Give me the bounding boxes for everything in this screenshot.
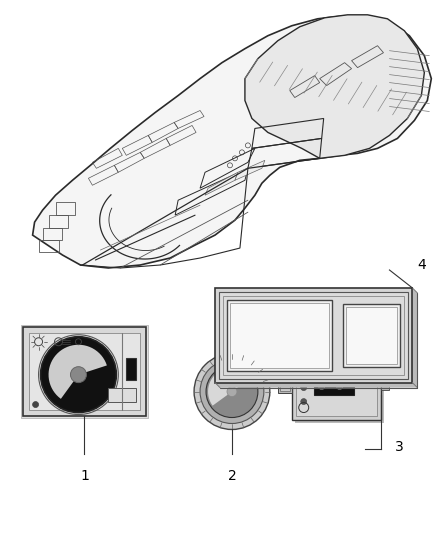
- Polygon shape: [49, 345, 107, 399]
- Polygon shape: [21, 325, 148, 417]
- Polygon shape: [295, 348, 385, 423]
- Circle shape: [337, 374, 343, 379]
- Text: 4: 4: [417, 258, 426, 272]
- Circle shape: [319, 384, 325, 390]
- Text: 2: 2: [228, 470, 237, 483]
- Polygon shape: [292, 345, 381, 419]
- Circle shape: [301, 357, 307, 362]
- Polygon shape: [235, 160, 265, 180]
- Polygon shape: [346, 307, 397, 364]
- Circle shape: [41, 337, 117, 413]
- Polygon shape: [215, 288, 417, 387]
- Bar: [126, 358, 136, 379]
- Polygon shape: [32, 16, 431, 268]
- Circle shape: [194, 354, 270, 430]
- Circle shape: [301, 385, 307, 391]
- Polygon shape: [208, 368, 251, 406]
- Circle shape: [301, 399, 307, 405]
- Text: 3: 3: [395, 440, 403, 455]
- Bar: [381, 370, 389, 390]
- Text: 1: 1: [80, 470, 89, 483]
- Polygon shape: [215, 288, 413, 383]
- Circle shape: [200, 360, 264, 424]
- Polygon shape: [230, 303, 328, 368]
- Circle shape: [206, 366, 258, 417]
- Circle shape: [319, 374, 325, 379]
- Polygon shape: [343, 304, 400, 367]
- Polygon shape: [219, 292, 408, 378]
- Circle shape: [301, 370, 307, 377]
- Circle shape: [32, 401, 39, 408]
- Polygon shape: [205, 172, 238, 195]
- Polygon shape: [23, 327, 146, 416]
- Bar: [314, 360, 353, 394]
- Polygon shape: [245, 15, 424, 158]
- Circle shape: [319, 364, 325, 370]
- Circle shape: [227, 386, 237, 397]
- Bar: [278, 365, 292, 393]
- Polygon shape: [296, 349, 378, 416]
- Bar: [280, 367, 290, 391]
- Circle shape: [337, 384, 343, 390]
- Polygon shape: [227, 300, 332, 370]
- Circle shape: [337, 364, 343, 370]
- Bar: [108, 387, 136, 401]
- Circle shape: [71, 367, 86, 383]
- Polygon shape: [28, 333, 140, 409]
